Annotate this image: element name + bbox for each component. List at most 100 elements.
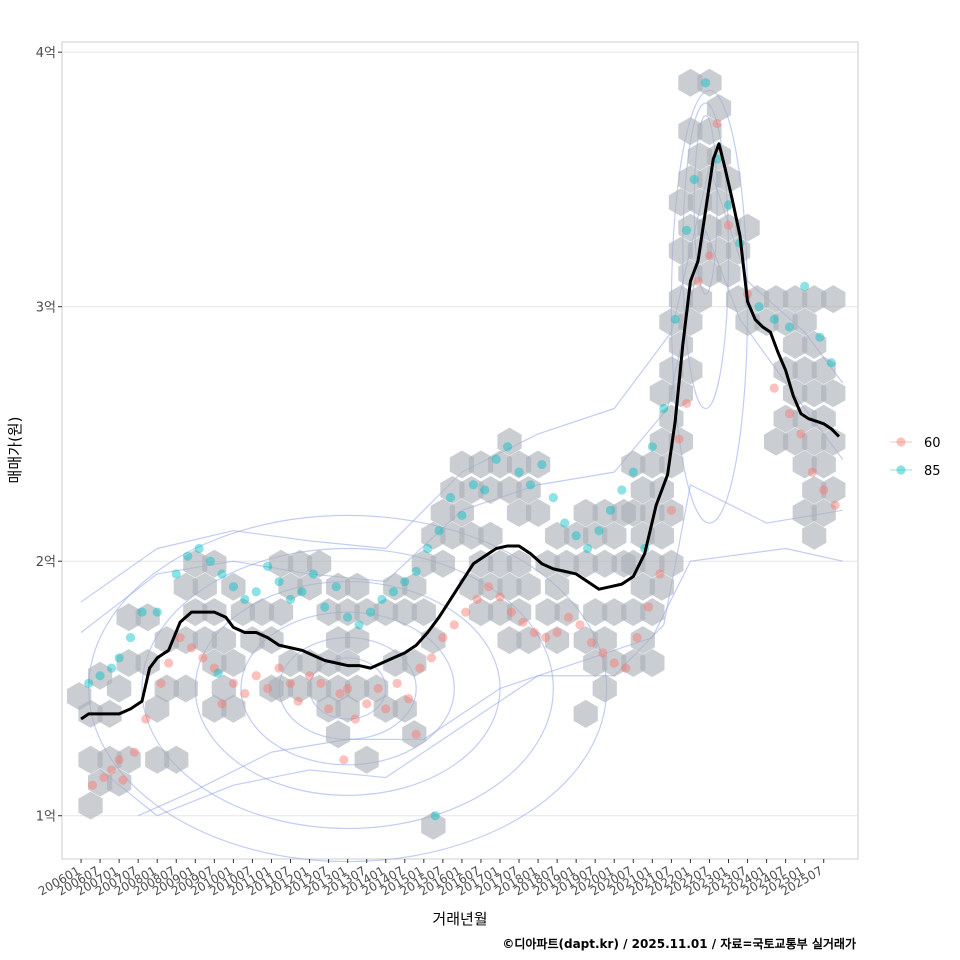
point-85-35 xyxy=(491,454,501,465)
hexbin-159 xyxy=(649,379,674,408)
hexbin-105 xyxy=(497,572,522,601)
point-85-59 xyxy=(769,314,779,325)
hexbin-93 xyxy=(497,427,522,456)
hexbin-188 xyxy=(735,213,760,242)
point-60-11 xyxy=(198,653,208,663)
hexbin-217 xyxy=(811,450,836,479)
hexbin-145 xyxy=(659,549,684,578)
hexbin-109 xyxy=(506,598,532,627)
hexbin-88 xyxy=(468,450,494,479)
hexbin-122 xyxy=(592,498,617,527)
point-60-31 xyxy=(403,694,414,704)
point-60-13 xyxy=(217,699,227,709)
point-60-42 xyxy=(529,627,539,638)
hexbin-218 xyxy=(802,476,827,504)
hexbin-61 xyxy=(345,626,370,655)
legend-swatch-60 xyxy=(896,437,906,447)
hexbin-4 xyxy=(78,745,103,774)
hexbin-196 xyxy=(764,285,789,314)
point-85-45 xyxy=(605,505,616,515)
point-85-43 xyxy=(582,543,593,554)
point-85-12 xyxy=(228,582,238,592)
point-85-53 xyxy=(689,174,699,185)
point-60-32 xyxy=(415,663,425,673)
hexbin-90 xyxy=(497,476,522,504)
caption: ©디아파트(dapt.kr) / 2025.11.01 / 자료=국토교통부 실… xyxy=(502,936,856,951)
hexbin-6 xyxy=(116,745,141,774)
hexbin-176 xyxy=(706,188,732,217)
hexbin-142 xyxy=(649,572,674,601)
point-60-3 xyxy=(114,755,124,765)
hexbin-150 xyxy=(659,498,684,527)
hexbin-104 xyxy=(478,572,503,601)
hexbin-155 xyxy=(659,450,684,479)
point-60-51 xyxy=(632,632,642,643)
hexbin-81 xyxy=(421,521,446,550)
hexbin-133 xyxy=(602,649,627,677)
hexbin-63 xyxy=(335,598,360,627)
point-85-40 xyxy=(548,492,558,503)
hexbin-147 xyxy=(649,521,674,550)
hexbin-91 xyxy=(487,450,513,479)
hexbin-141 xyxy=(630,572,655,601)
point-85-13 xyxy=(240,594,250,604)
point-60-43 xyxy=(541,632,551,643)
hexbin-205 xyxy=(811,356,836,385)
hexbin-101 xyxy=(487,549,513,578)
hexbin-151 xyxy=(630,476,655,504)
point-85-16 xyxy=(274,576,284,587)
point-60-57 xyxy=(693,276,703,286)
hexbin-49 xyxy=(268,674,294,703)
point-60-69 xyxy=(411,729,421,739)
density-contour-line-2 xyxy=(99,484,843,817)
hexbin-32 xyxy=(211,674,236,703)
hexbin-7 xyxy=(88,768,113,797)
legend-entry-60: 60 xyxy=(890,436,941,451)
hexbin-75 xyxy=(383,572,408,601)
hexbin-102 xyxy=(506,549,532,578)
point-60-35 xyxy=(449,620,459,630)
hexbin-129 xyxy=(602,598,627,627)
point-85-38 xyxy=(525,480,536,490)
hexbin-30 xyxy=(202,649,227,677)
hexbin-20 xyxy=(145,745,170,774)
hexbin-183 xyxy=(697,117,722,146)
point-60-0 xyxy=(87,780,98,790)
hexbin-112 xyxy=(535,598,560,627)
point-60-1 xyxy=(99,772,109,783)
point-60-47 xyxy=(586,638,596,648)
hexbin-40 xyxy=(268,598,294,627)
point-60-40 xyxy=(506,607,517,617)
scatter-points xyxy=(84,78,840,821)
hexbin-76 xyxy=(402,572,427,601)
hexbin-58 xyxy=(316,649,341,677)
point-60-24 xyxy=(335,688,345,699)
point-85-44 xyxy=(594,526,604,536)
point-60-18 xyxy=(274,663,284,673)
point-60-25 xyxy=(343,683,353,694)
point-60-15 xyxy=(240,688,250,699)
point-60-63 xyxy=(784,408,795,419)
point-85-9 xyxy=(194,543,204,554)
point-85-64 xyxy=(430,811,440,821)
hexbin-169 xyxy=(697,259,722,288)
hexbin-19 xyxy=(164,745,189,774)
point-60-50 xyxy=(621,663,631,673)
point-85-15 xyxy=(263,561,273,571)
hexbin-172 xyxy=(678,213,703,242)
hexbin-8 xyxy=(107,768,132,797)
hexbin-99 xyxy=(478,521,503,550)
point-60-8 xyxy=(164,658,174,668)
point-85-54 xyxy=(701,78,711,88)
hexbin-177 xyxy=(678,165,703,194)
hexbin-64 xyxy=(354,598,379,627)
y-tick-label-3: 4억 xyxy=(36,46,56,61)
hexbin-202 xyxy=(802,330,827,359)
hexbin-103 xyxy=(459,572,484,601)
hexbin-137 xyxy=(630,626,655,655)
legend-label-60: 60 xyxy=(924,436,941,451)
point-85-7 xyxy=(171,569,181,579)
hexbin-layer xyxy=(67,68,846,840)
point-60-6 xyxy=(141,714,151,724)
